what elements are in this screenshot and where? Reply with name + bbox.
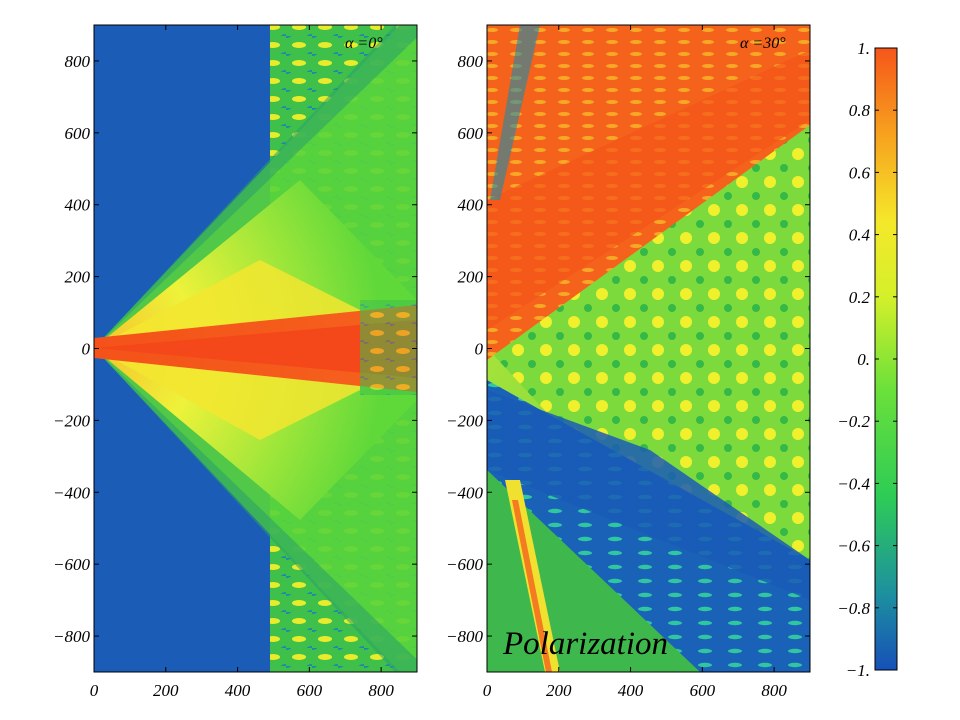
overlay-text: Polarization bbox=[502, 626, 668, 662]
y-tick-label: 200 bbox=[65, 268, 91, 287]
colorbar-tick-label: −0.8 bbox=[837, 599, 870, 618]
x-tick-label: 200 bbox=[153, 681, 179, 700]
colorbar-tick-label: −0.4 bbox=[837, 474, 870, 493]
y-tick-label: 600 bbox=[65, 124, 91, 143]
x-tick-label: 0 bbox=[483, 681, 492, 700]
y-tick-label: −400 bbox=[53, 483, 90, 502]
x-tick-label: 400 bbox=[225, 681, 251, 700]
panel1-dark-edge-top bbox=[94, 25, 417, 348]
panel2-checker-region bbox=[487, 130, 810, 560]
colorbar-tick-label: −0.2 bbox=[837, 412, 870, 431]
panel2-top-streak bbox=[490, 25, 540, 200]
x-tick-label: 600 bbox=[690, 681, 716, 700]
y-tick-label: 800 bbox=[458, 52, 484, 71]
y-tick-label: −800 bbox=[53, 627, 90, 646]
y-tick-label: −600 bbox=[446, 555, 483, 574]
x-tick-label: 200 bbox=[546, 681, 572, 700]
x-tick-label: 800 bbox=[761, 681, 787, 700]
colorbar-tick-label: 1. bbox=[857, 39, 870, 58]
panel1-beam-glow bbox=[94, 320, 417, 378]
y-tick-label: −200 bbox=[446, 411, 483, 430]
y-tick-label: −200 bbox=[53, 411, 90, 430]
x-tick-label: 0 bbox=[90, 681, 99, 700]
y-tick-label: −600 bbox=[53, 555, 90, 574]
colorbar-tick-label: −0.6 bbox=[837, 537, 870, 556]
colorbar-tick-label: 0. bbox=[857, 350, 870, 369]
panel2-red-streak bbox=[512, 500, 552, 672]
y-tick-label: 400 bbox=[65, 196, 91, 215]
x-tick-label: 600 bbox=[297, 681, 323, 700]
colorbar-tick-label: 0.8 bbox=[849, 101, 871, 120]
x-tick-label: 400 bbox=[618, 681, 644, 700]
panel1-beam-speckles bbox=[360, 300, 417, 395]
panel2-orange-core bbox=[487, 50, 810, 330]
heatmap-panel-alpha-30 bbox=[487, 25, 810, 672]
panel1-title: α =0° bbox=[345, 35, 383, 52]
panel1-dark-edge-bottom bbox=[94, 348, 417, 672]
x-tick-label: 800 bbox=[368, 681, 394, 700]
y-tick-label: −800 bbox=[446, 627, 483, 646]
y-tick-label: −400 bbox=[446, 483, 483, 502]
panel2-title: α =30° bbox=[740, 35, 786, 52]
y-tick-label: 600 bbox=[458, 124, 484, 143]
y-tick-label: 400 bbox=[458, 196, 484, 215]
colorbar-tick-label: 0.6 bbox=[849, 163, 871, 182]
colorbar-tick-label: 0.4 bbox=[849, 226, 871, 245]
colorbar-tick-label: −1. bbox=[846, 661, 870, 680]
y-tick-label: 200 bbox=[458, 268, 484, 287]
colorbar-tick-label: 0.2 bbox=[849, 288, 871, 307]
y-tick-label: 800 bbox=[65, 52, 91, 71]
panel2-blue-wedge bbox=[487, 390, 810, 600]
heatmap-panel-alpha-0 bbox=[94, 25, 417, 672]
y-tick-label: 0 bbox=[82, 340, 91, 359]
y-tick-label: 0 bbox=[475, 340, 484, 359]
